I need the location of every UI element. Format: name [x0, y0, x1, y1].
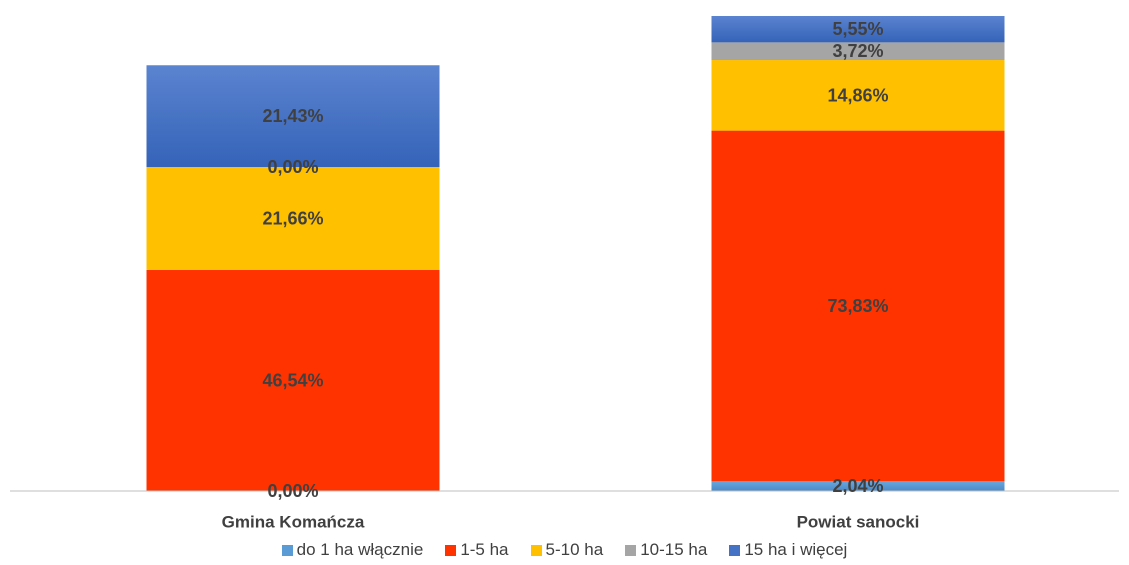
stacked-bar-chart: 0,00% 46,54% 21,66% 0,00% 21,43% 2,04% 73,83% 1… — [10, 16, 1119, 532]
legend: do 1 ha włącznie 1-5 ha 5-10 ha 10-15 ha 15 … — [0, 540, 1129, 560]
data-label-3-1: 21,66% — [262, 208, 323, 228]
legend-swatch — [625, 544, 637, 556]
data-labels-layer: 0,00% 46,54% 21,66% 0,00% 21,43% 2,04% 73,83% 1… — [262, 19, 888, 501]
legend-swatch — [530, 544, 542, 556]
category-label-2: Powiat sanocki — [797, 513, 920, 532]
bar-segment-4-2 — [711, 42, 1005, 61]
data-label-5-1: 21,43% — [262, 106, 323, 126]
legend-item-1: do 1 ha włącznie — [281, 540, 424, 560]
bar-segment-2-2 — [711, 130, 1005, 482]
data-label-4-1: 0,00% — [267, 157, 318, 177]
legend-label: 5-10 ha — [545, 540, 604, 559]
bar-segment-3-1 — [146, 167, 440, 270]
legend-item-4: 10-15 ha — [625, 540, 707, 560]
data-label-5-2: 5,55% — [832, 19, 883, 39]
data-label-1-2: 2,04% — [832, 476, 883, 496]
data-label-3-2: 14,86% — [827, 85, 888, 105]
legend-item-2: 1-5 ha — [445, 540, 509, 560]
data-label-4-2: 3,72% — [832, 41, 883, 61]
legend-item-3: 5-10 ha — [530, 540, 604, 560]
legend-swatch — [729, 544, 741, 556]
legend-swatch — [281, 544, 293, 556]
data-label-1-1: 0,00% — [267, 481, 318, 501]
category-label-1: Gmina Komańcza — [222, 513, 365, 532]
bar-segment-5-2 — [711, 16, 1005, 43]
legend-swatch — [445, 544, 457, 556]
legend-label: do 1 ha włącznie — [296, 540, 424, 559]
data-label-2-1: 46,54% — [262, 370, 323, 390]
bar-segment-5-1 — [146, 65, 440, 168]
bar-segment-1-2 — [711, 481, 1005, 491]
legend-label: 1-5 ha — [460, 540, 509, 559]
legend-label: 10-15 ha — [640, 540, 708, 559]
bar-segment-2-1 — [146, 269, 440, 491]
bars-layer — [146, 16, 1005, 491]
data-label-2-2: 73,83% — [827, 296, 888, 316]
bar-segment-3-2 — [711, 60, 1005, 131]
legend-label: 15 ha i więcej — [744, 540, 848, 559]
category-labels-layer: Gmina Komańcza Powiat sanocki — [222, 513, 920, 532]
legend-item-5: 15 ha i więcej — [729, 540, 847, 560]
